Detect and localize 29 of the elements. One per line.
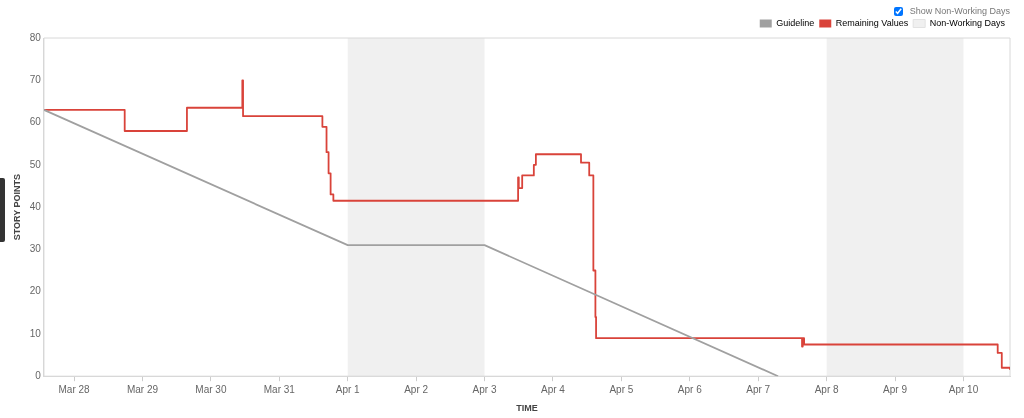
y-tick-label: 0: [35, 369, 42, 381]
x-tick-label: Apr 1: [335, 383, 361, 395]
x-tick-label: Mar 31: [263, 383, 296, 395]
x-tick-label: Apr 5: [609, 383, 634, 395]
x-tick-label: Apr 10: [948, 383, 979, 395]
legend-label: Guideline: [776, 17, 815, 28]
legend-label: Remaining Values: [835, 17, 909, 28]
x-tick-label: Apr 8: [814, 383, 840, 395]
x-tick-label: Mar 30: [195, 383, 227, 395]
y-tick-label: 50: [29, 158, 42, 170]
x-axis-title: TIME: [516, 403, 538, 414]
x-tick-label: Mar 28: [58, 383, 91, 395]
x-tick-label: Mar 29: [126, 383, 159, 395]
y-tick-label: 40: [29, 200, 42, 212]
x-tick-label: Apr 4: [541, 383, 566, 395]
y-tick-label: 20: [29, 285, 42, 297]
x-tick-label: Apr 3: [472, 383, 497, 395]
y-tick-label: 60: [29, 116, 42, 128]
x-tick-label: Apr 2: [404, 383, 429, 395]
legend-label: Non-Working Days: [929, 17, 1006, 28]
y-tick-label: 70: [29, 74, 42, 86]
y-axis-title: STORY POINTS: [11, 173, 22, 241]
x-tick-label: Apr 9: [883, 383, 908, 395]
y-tick-label: 10: [29, 327, 42, 339]
y-tick-label: 80: [29, 31, 42, 43]
x-tick-label: Apr 6: [677, 383, 703, 395]
x-tick-label: Apr 7: [746, 383, 771, 395]
text: Show Non-Working Days: [909, 5, 1010, 18]
y-tick-label: 30: [29, 243, 42, 255]
